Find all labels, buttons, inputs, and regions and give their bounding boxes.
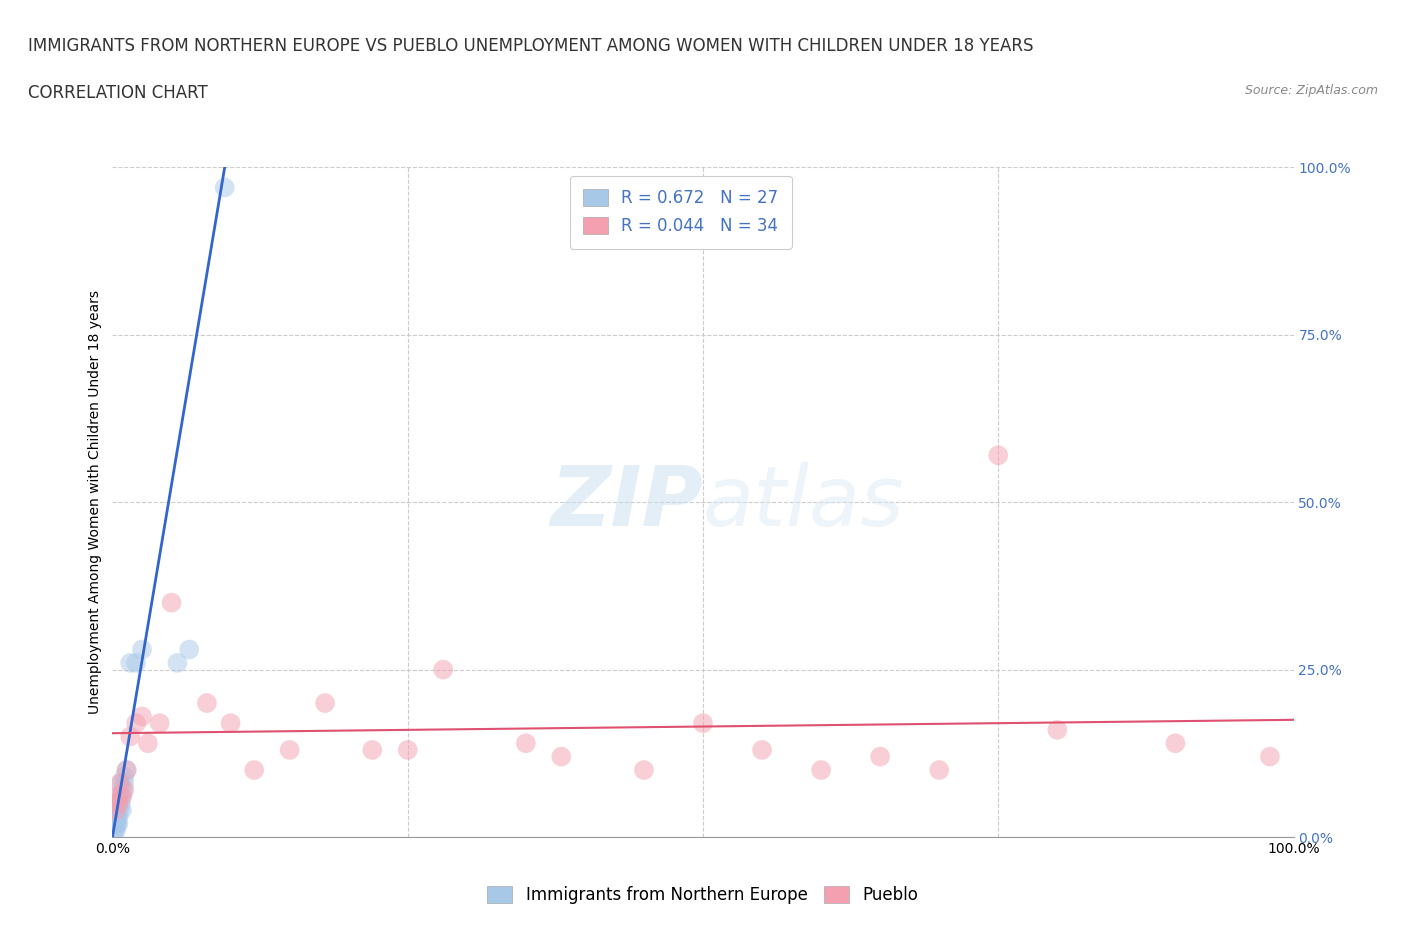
Point: [810, 763, 832, 777]
Point: [105, 817, 128, 831]
Y-axis label: Unemployment Among Women with Children Under 18 years: Unemployment Among Women with Children U…: [89, 290, 103, 714]
Point: [108, 790, 131, 804]
Legend: R = 0.672   N = 27, R = 0.044   N = 34: R = 0.672 N = 27, R = 0.044 N = 34: [569, 176, 792, 248]
Point: [120, 729, 142, 744]
Legend: Immigrants from Northern Europe, Pueblo: Immigrants from Northern Europe, Pueblo: [479, 878, 927, 912]
Point: [105, 817, 128, 831]
Point: [314, 696, 336, 711]
Point: [136, 736, 159, 751]
Point: [751, 742, 773, 757]
Point: [278, 742, 301, 757]
Point: [550, 750, 572, 764]
Point: [108, 776, 131, 790]
Point: [107, 796, 129, 811]
Point: [179, 642, 201, 657]
Point: [515, 736, 537, 751]
Point: [149, 716, 172, 731]
Point: [1258, 750, 1281, 764]
Point: [105, 823, 128, 838]
Point: [111, 790, 134, 804]
Point: [214, 180, 236, 195]
Text: CORRELATION CHART: CORRELATION CHART: [28, 84, 208, 101]
Text: atlas: atlas: [703, 461, 904, 543]
Text: IMMIGRANTS FROM NORTHERN EUROPE VS PUEBLO UNEMPLOYMENT AMONG WOMEN WITH CHILDREN: IMMIGRANTS FROM NORTHERN EUROPE VS PUEBL…: [28, 37, 1033, 55]
Point: [166, 656, 188, 671]
Point: [633, 763, 655, 777]
Point: [104, 796, 127, 811]
Point: [243, 763, 266, 777]
Point: [104, 817, 127, 831]
Point: [219, 716, 242, 731]
Text: ZIP: ZIP: [550, 461, 703, 543]
Point: [107, 809, 129, 824]
Point: [928, 763, 950, 777]
Point: [1046, 723, 1069, 737]
Point: [107, 796, 129, 811]
Point: [120, 656, 142, 671]
Point: [111, 803, 134, 817]
Point: [108, 803, 131, 817]
Point: [112, 769, 135, 784]
Point: [125, 716, 148, 731]
Point: [105, 803, 128, 817]
Point: [110, 776, 132, 790]
Point: [1164, 736, 1187, 751]
Point: [987, 448, 1010, 463]
Point: [103, 823, 125, 838]
Point: [105, 803, 128, 817]
Point: [131, 642, 153, 657]
Point: [125, 656, 148, 671]
Point: [104, 823, 127, 838]
Point: [361, 742, 384, 757]
Text: Source: ZipAtlas.com: Source: ZipAtlas.com: [1244, 84, 1378, 97]
Point: [869, 750, 891, 764]
Point: [105, 790, 128, 804]
Point: [105, 809, 128, 824]
Point: [396, 742, 419, 757]
Point: [112, 783, 135, 798]
Point: [112, 783, 135, 798]
Point: [692, 716, 714, 731]
Point: [115, 763, 138, 777]
Point: [160, 595, 183, 610]
Point: [110, 796, 132, 811]
Point: [112, 776, 135, 790]
Point: [111, 790, 134, 804]
Point: [115, 763, 138, 777]
Point: [195, 696, 218, 711]
Point: [107, 817, 129, 831]
Point: [131, 709, 153, 724]
Point: [432, 662, 454, 677]
